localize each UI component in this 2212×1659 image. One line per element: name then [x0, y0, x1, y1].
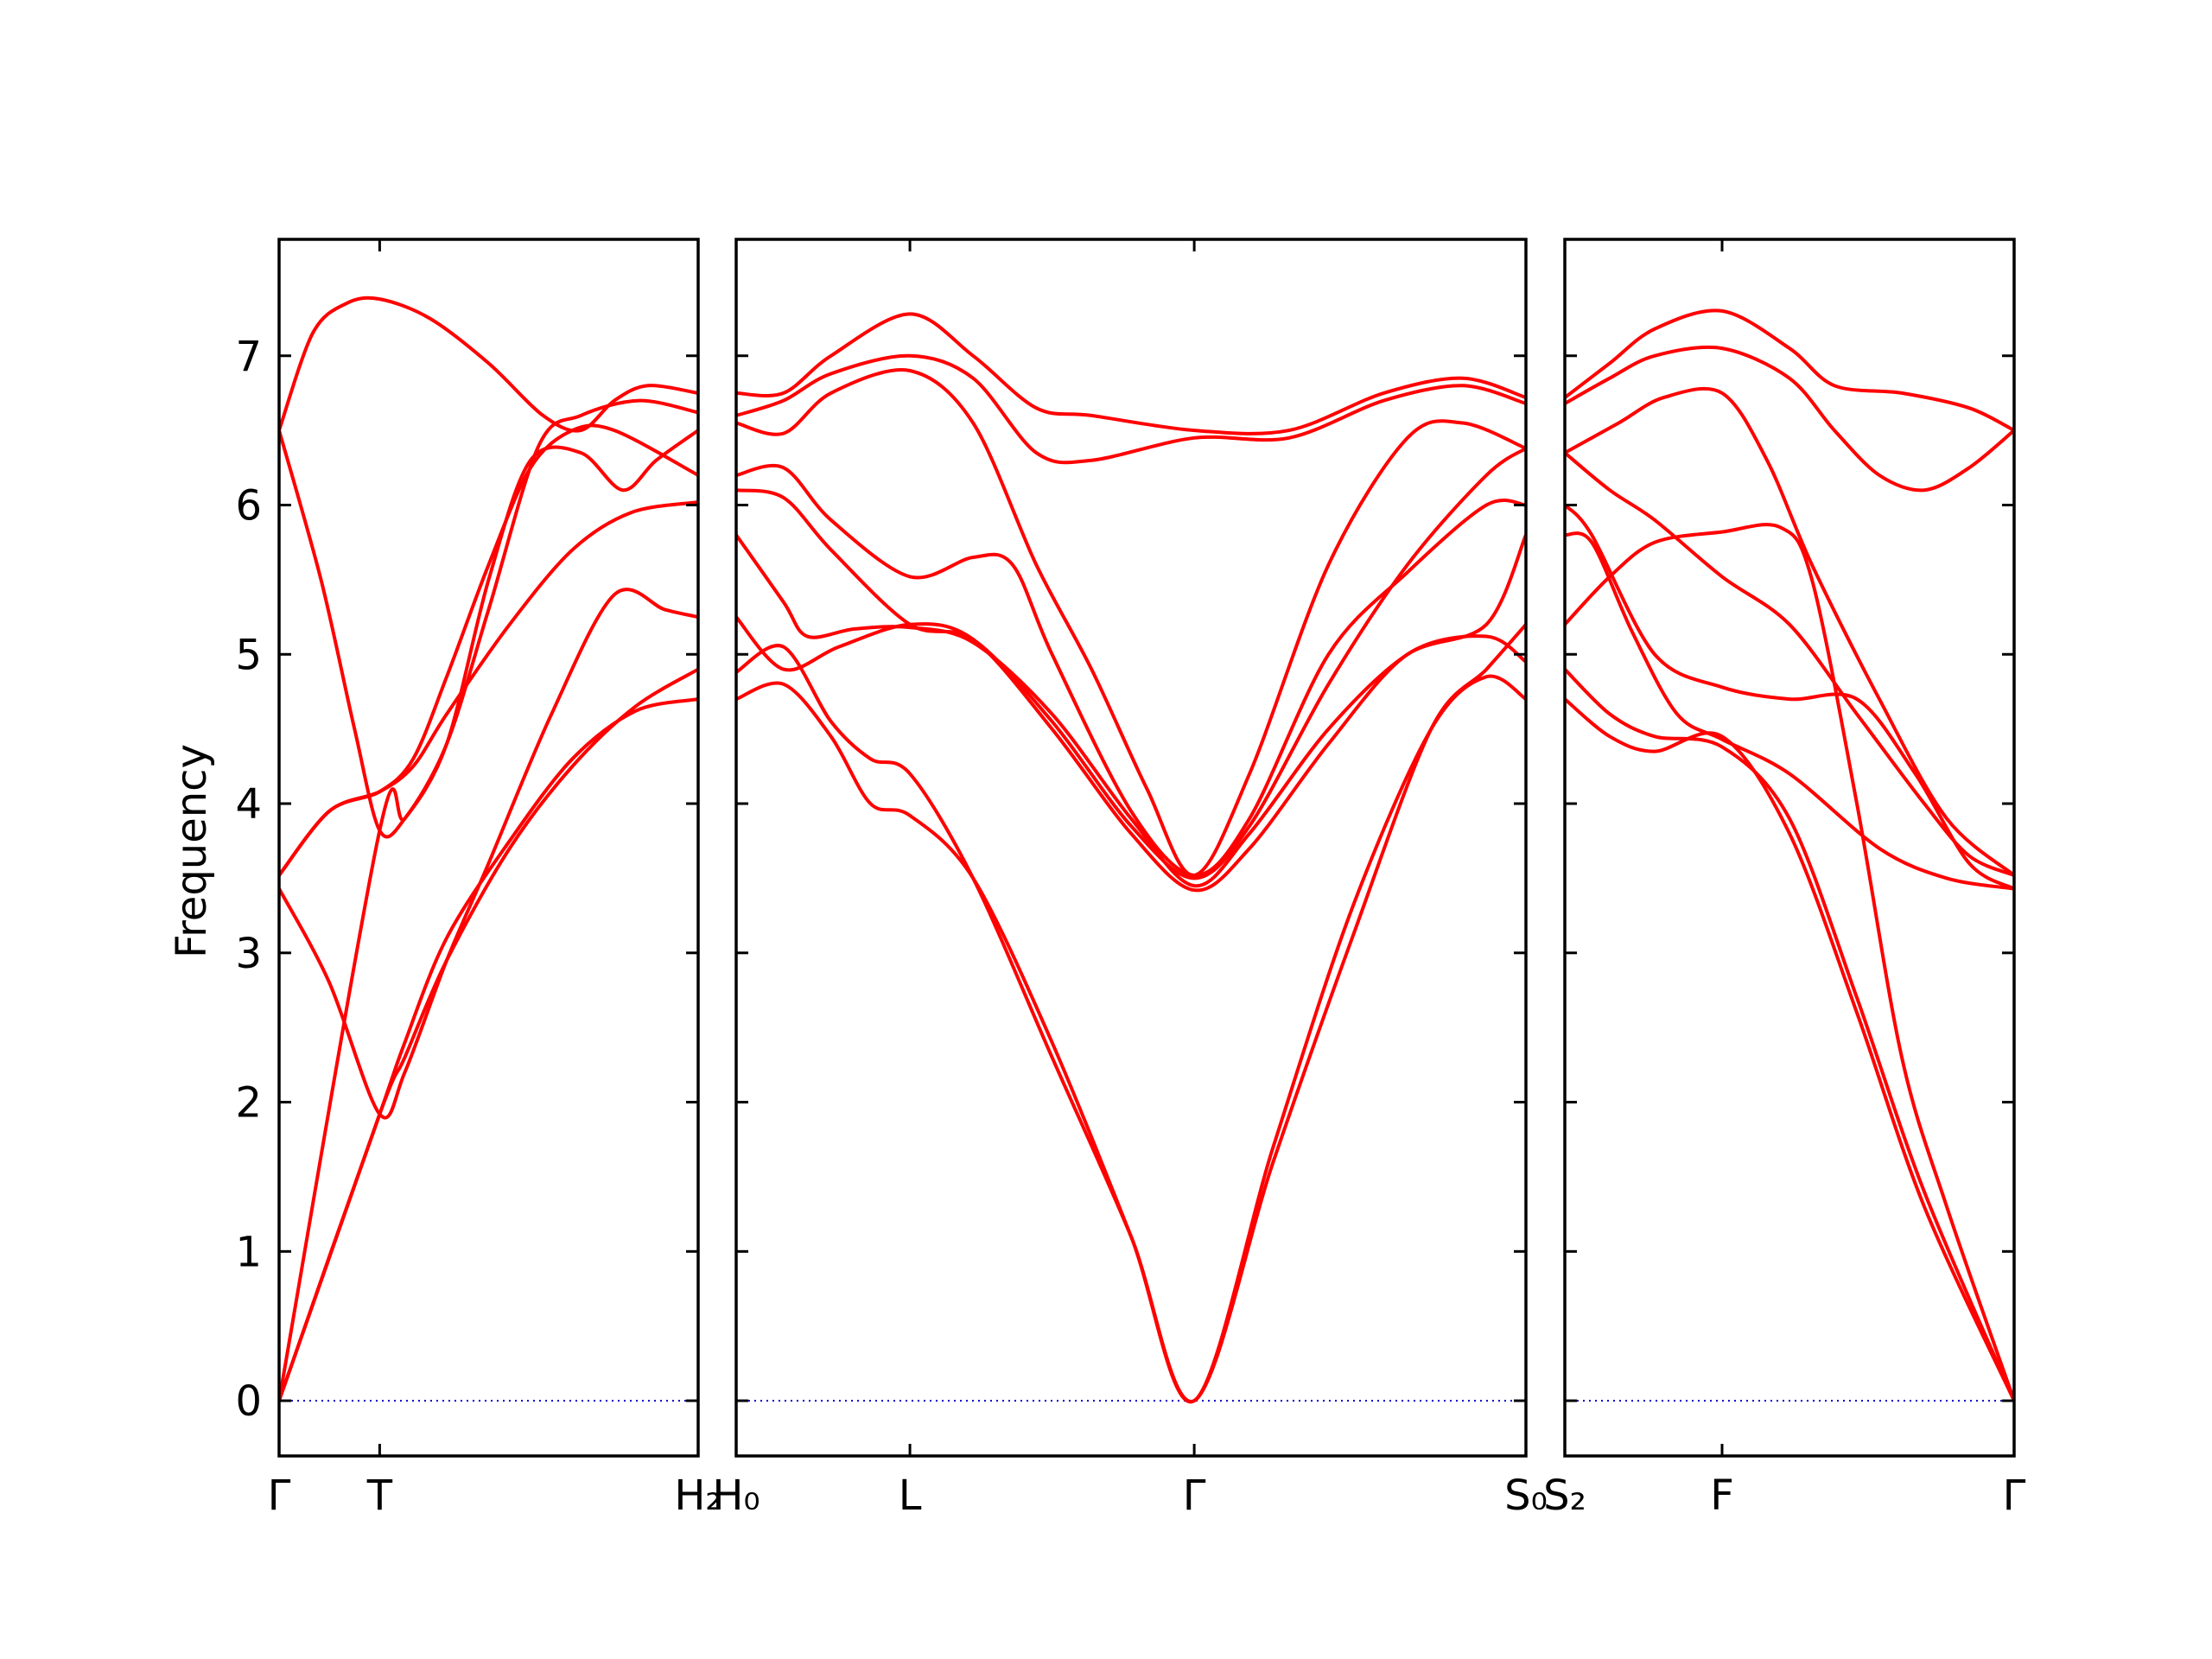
band-line-7	[1565, 386, 2014, 877]
band-line-8	[1565, 345, 2014, 493]
x-tick-label: Γ	[2003, 1471, 2026, 1520]
band-line-5	[1565, 503, 2014, 891]
panel-frame	[1563, 238, 2016, 1458]
band-line-3	[1565, 523, 2014, 1403]
x-tick-label: H₂	[674, 1471, 721, 1520]
band-line-6	[736, 463, 1526, 878]
band-line-2	[736, 622, 1526, 1403]
band-line-8	[736, 353, 1526, 465]
panel-3: S₂ F Γ	[1543, 238, 2026, 1520]
y-axis-label: Frequency	[168, 744, 216, 958]
band-line-4	[736, 533, 1526, 888]
band-line-1	[1565, 697, 2014, 1403]
band-line-2	[279, 697, 698, 1403]
band-line-9	[1565, 308, 2014, 433]
y-tick-label: 2	[235, 1079, 262, 1128]
panel-1: 0 1 2 3 4 5 6 7 Γ T H₂	[235, 238, 722, 1520]
x-tick-label: H₀	[712, 1471, 760, 1520]
y-tick-label: 0	[235, 1377, 262, 1426]
panel-frame	[734, 238, 1528, 1458]
x-tick-label: S₂	[1543, 1471, 1586, 1520]
panel-plot-area	[279, 296, 698, 1403]
band-line-2	[1565, 667, 2014, 1403]
band-line-7	[736, 368, 1526, 877]
x-tick-label: F	[1710, 1471, 1734, 1520]
band-line-6	[279, 500, 698, 877]
panel-plot-area	[736, 312, 1526, 1404]
y-tick-label: 7	[235, 333, 262, 381]
band-line-6	[1565, 451, 2014, 877]
x-tick-label: Γ	[268, 1471, 291, 1520]
band-line-4	[1565, 531, 2014, 891]
y-tick-label: 6	[235, 482, 262, 531]
band-line-3	[279, 429, 698, 1403]
y-tick-label: 3	[235, 930, 262, 978]
x-tick-label: S₀	[1504, 1471, 1548, 1520]
panel-frame	[277, 238, 700, 1458]
x-tick-label: T	[366, 1471, 393, 1520]
band-line-7	[279, 398, 698, 839]
panel-plot-area	[1565, 308, 2014, 1403]
panel-2: H₀ L Γ S₀	[712, 238, 1548, 1520]
y-tick-label: 5	[235, 631, 262, 679]
x-tick-label: L	[899, 1471, 922, 1520]
band-line-9	[736, 312, 1526, 435]
band-line-8	[279, 296, 698, 433]
y-tick-label: 4	[235, 780, 262, 829]
y-tick-label: 1	[235, 1228, 262, 1276]
band-line-4	[279, 588, 698, 1120]
x-tick-label: Γ	[1183, 1471, 1206, 1520]
band-line-5	[736, 446, 1526, 880]
